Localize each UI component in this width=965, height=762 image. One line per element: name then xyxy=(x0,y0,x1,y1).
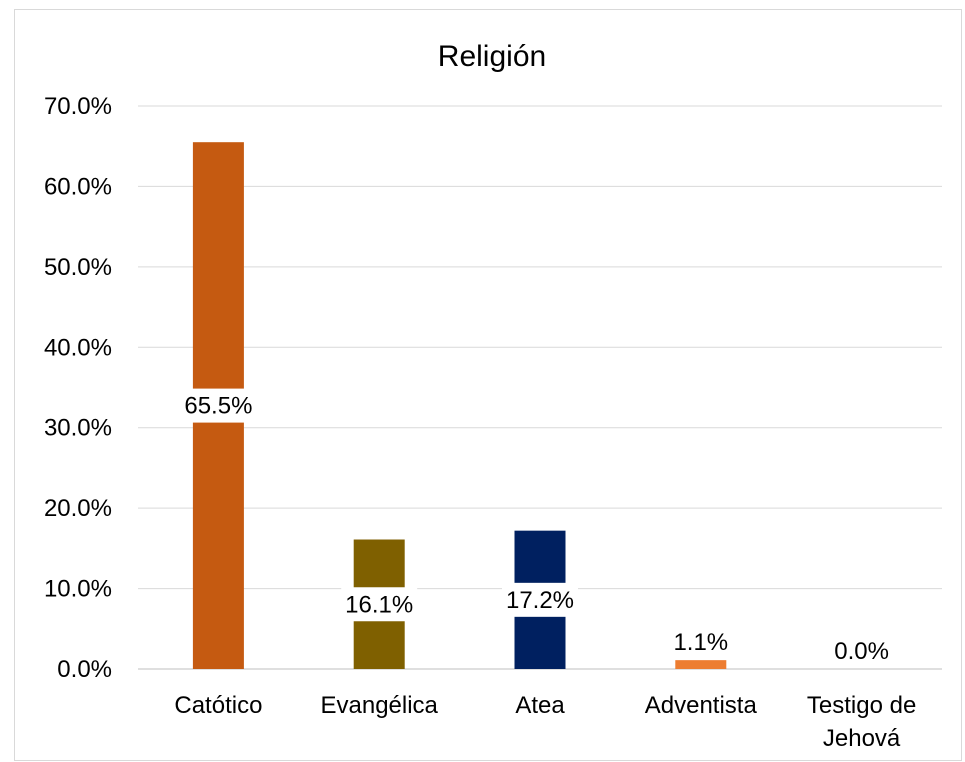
y-tick-label: 60.0% xyxy=(44,173,112,200)
data-label: 1.1% xyxy=(673,629,728,656)
category-label: Catótico xyxy=(174,692,262,719)
y-tick-label: 10.0% xyxy=(44,576,112,603)
bar xyxy=(675,660,727,669)
data-label: 17.2% xyxy=(506,587,574,614)
category-label: Atea xyxy=(515,692,565,719)
y-tick-label: 40.0% xyxy=(44,334,112,361)
x-axis: Catótico Evangélica Atea Adventista Testigo … xyxy=(174,692,916,752)
y-tick-label: 0.0% xyxy=(57,656,112,683)
category-label: Testigo de Jehová xyxy=(807,692,916,752)
chart-frame xyxy=(14,9,962,761)
category-label: Adventista xyxy=(645,692,758,719)
gridlines xyxy=(138,105,942,670)
bars: 65.5% 16.1% 17.2% 1.1% 0.0% xyxy=(180,142,889,669)
category-label: Evangélica xyxy=(320,692,438,719)
y-tick-label: 20.0% xyxy=(44,495,112,522)
y-axis: 0.0% 10.0% 20.0% 30.0% 40.0% 50.0% 60.0% 70.0% xyxy=(44,93,112,683)
data-label-background xyxy=(180,388,257,423)
chart-title: Religión xyxy=(438,40,546,73)
data-label: 16.1% xyxy=(345,591,413,618)
data-label: 65.5% xyxy=(184,393,252,420)
data-label-background xyxy=(341,587,418,622)
y-tick-label: 30.0% xyxy=(44,415,112,442)
y-tick-label: 50.0% xyxy=(44,254,112,281)
data-label: 0.0% xyxy=(834,638,889,665)
data-label-background xyxy=(502,582,578,617)
y-tick-label: 70.0% xyxy=(44,93,112,120)
